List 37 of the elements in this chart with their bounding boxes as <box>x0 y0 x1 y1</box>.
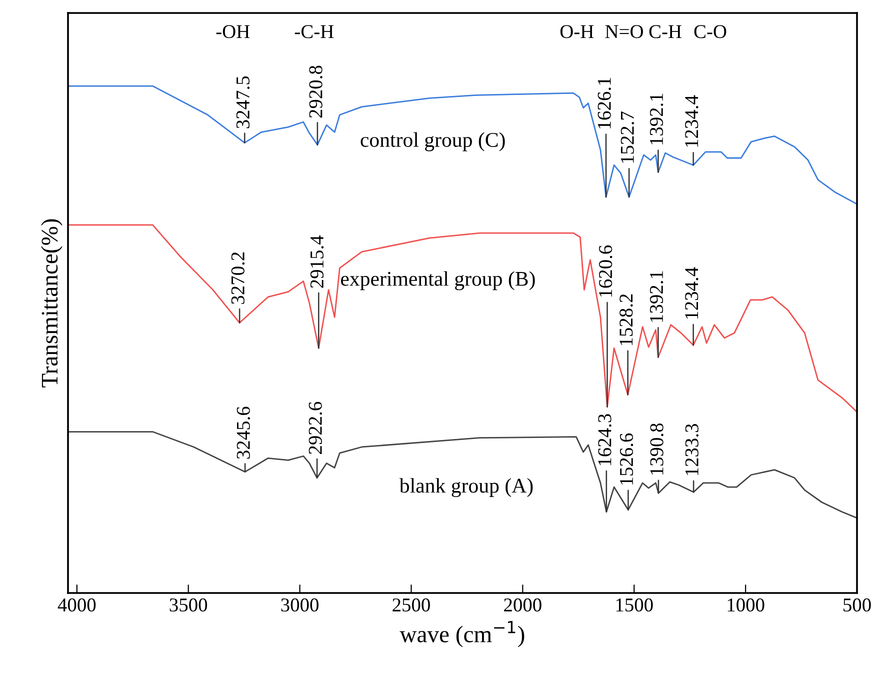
x-tick-label: 1500 <box>616 598 653 612</box>
annotation: 3245.6 <box>236 406 250 459</box>
annotation: 1522.7 <box>620 112 634 163</box>
x-tick-label: 1000 <box>728 598 764 612</box>
series-label: experimental group (B) <box>341 271 535 290</box>
annotation: 1624.3 <box>598 414 612 466</box>
x-tick-label: 3000 <box>281 598 318 612</box>
text: -C-H <box>294 25 334 38</box>
annotation: 1626.1 <box>598 78 611 128</box>
annotation: 1526.6 <box>620 433 634 485</box>
annotation: 1392.1 <box>650 94 664 144</box>
annotation: 1234.4 <box>685 95 698 147</box>
annotation: 1392.1 <box>650 271 664 322</box>
text: N=O <box>605 25 643 38</box>
annotation: 3270.2 <box>231 252 245 304</box>
annotation: 2920.8 <box>309 66 322 118</box>
y-axis-title: Transmittance(%) <box>41 219 62 388</box>
annotation: 2922.6 <box>308 402 322 454</box>
text: O-H <box>560 25 594 38</box>
annotation: 1233.3 <box>685 424 699 476</box>
annotation: 1234.4 <box>685 267 698 319</box>
text: C-H <box>649 25 682 38</box>
series-label: blank group (A) <box>399 478 533 498</box>
x-tick-label: 3500 <box>170 598 208 612</box>
annotation: 1620.6 <box>598 245 612 297</box>
x-tick-label: 2000 <box>504 598 542 612</box>
annotation: 1390.8 <box>650 423 664 474</box>
x-tick-label: 500 <box>844 598 871 612</box>
text: C-O <box>694 25 726 38</box>
text: -OH <box>216 25 250 38</box>
annotation: 2915.4 <box>310 235 324 288</box>
series-label: control group (C) <box>360 132 505 152</box>
annotation: 3247.5 <box>236 76 250 128</box>
x-tick-label: 2500 <box>392 598 430 612</box>
x-tick-label: 4000 <box>58 598 96 612</box>
annotation: 1528.2 <box>620 294 633 346</box>
x-axis-title: wave (cm$^{−1}$) <box>400 621 524 648</box>
